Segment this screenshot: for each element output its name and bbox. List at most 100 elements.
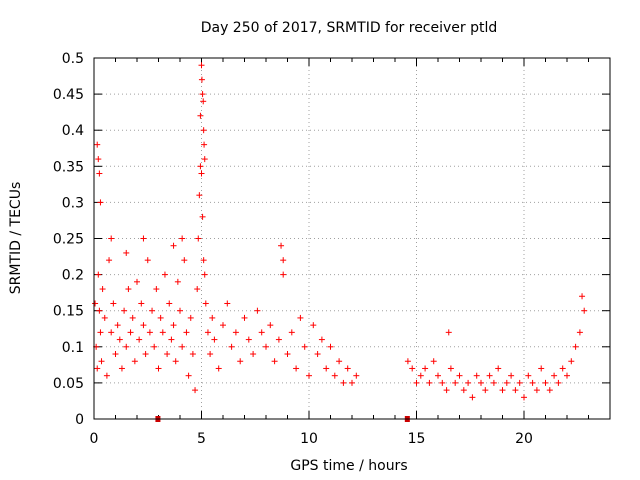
data-point — [159, 329, 166, 336]
data-point — [207, 351, 214, 358]
y-tick-label: 0.05 — [53, 376, 84, 392]
x-tick-label: 15 — [408, 431, 426, 447]
data-point — [170, 322, 177, 329]
data-point — [98, 358, 105, 365]
data-point — [344, 365, 351, 372]
data-point — [314, 351, 321, 358]
data-point — [131, 358, 138, 365]
data-point — [146, 329, 153, 336]
y-tick-label: 0.3 — [62, 195, 84, 211]
data-point — [220, 322, 226, 329]
data-point — [422, 365, 429, 372]
data-point — [293, 365, 300, 372]
data-point — [108, 329, 115, 336]
data-point — [200, 127, 207, 134]
data-point — [564, 372, 570, 379]
data-point — [123, 343, 130, 350]
data-point — [310, 322, 317, 329]
data-point — [460, 387, 467, 394]
data-point — [185, 372, 192, 379]
data-point — [267, 322, 274, 329]
y-tick-label: 0 — [75, 412, 84, 428]
data-point — [96, 307, 103, 314]
data-point — [473, 372, 480, 379]
data-point — [183, 329, 190, 336]
data-point — [101, 314, 108, 321]
data-point — [516, 379, 523, 386]
data-point — [149, 307, 156, 314]
data-point — [533, 387, 540, 394]
data-point — [140, 322, 147, 329]
data-point — [452, 379, 459, 386]
data-point — [546, 387, 553, 394]
y-tick-label: 0.25 — [53, 232, 84, 248]
data-point — [271, 358, 278, 365]
data-point — [215, 365, 222, 372]
y-tick-label: 0.2 — [62, 268, 84, 284]
data-point — [201, 271, 208, 278]
y-tick-label: 0.15 — [53, 304, 84, 320]
data-point — [538, 365, 545, 372]
data-point — [94, 141, 101, 148]
data-point — [106, 257, 113, 264]
data-point — [129, 314, 136, 321]
data-point — [224, 300, 231, 307]
data-point — [306, 372, 312, 379]
data-point — [439, 379, 446, 386]
data-point — [409, 365, 416, 372]
x-tick-label: 20 — [515, 431, 533, 447]
data-point — [499, 387, 506, 394]
data-point — [112, 351, 119, 358]
data-point — [529, 379, 536, 386]
data-point — [198, 170, 205, 177]
data-point — [121, 307, 128, 314]
data-point — [194, 286, 201, 293]
data-point — [181, 257, 188, 264]
y-tick-label: 0.45 — [53, 87, 84, 103]
data-point — [170, 242, 177, 249]
data-point — [116, 336, 123, 343]
data-point — [123, 249, 130, 256]
y-tick-label: 0.1 — [62, 340, 84, 356]
data-point — [155, 365, 162, 372]
data-point — [99, 286, 106, 293]
y-axis-label: SRMTID / TECUs — [8, 182, 24, 295]
data-point — [349, 379, 355, 386]
data-point — [551, 372, 558, 379]
data-point — [443, 387, 450, 394]
data-point — [199, 213, 206, 220]
data-point — [187, 314, 194, 321]
grid-lines — [94, 58, 610, 419]
data-point — [161, 271, 168, 278]
data-point — [241, 314, 248, 321]
data-point — [136, 336, 143, 343]
data-point — [97, 199, 104, 206]
data-point — [559, 365, 566, 372]
data-point — [157, 314, 164, 321]
data-point — [174, 278, 181, 285]
data-point — [196, 192, 203, 199]
plot-frame — [93, 57, 611, 420]
data-point — [204, 329, 211, 336]
data-point — [134, 278, 140, 285]
y-tick-label: 0.4 — [62, 123, 84, 139]
data-point — [127, 329, 134, 336]
data-point — [254, 307, 261, 314]
data-point — [258, 329, 265, 336]
data-point — [144, 257, 151, 264]
data-point — [92, 300, 99, 307]
data-point — [164, 351, 171, 358]
data-point — [201, 156, 208, 163]
data-point — [297, 314, 304, 321]
y-tick-label: 0.5 — [62, 51, 84, 67]
data-point — [486, 372, 493, 379]
data-point — [581, 307, 588, 314]
data-point — [280, 257, 287, 264]
data-point — [96, 170, 103, 177]
data-point — [327, 343, 334, 350]
data-point — [318, 336, 325, 343]
data-point — [118, 365, 125, 372]
data-point — [301, 343, 308, 350]
data-point — [417, 372, 424, 379]
